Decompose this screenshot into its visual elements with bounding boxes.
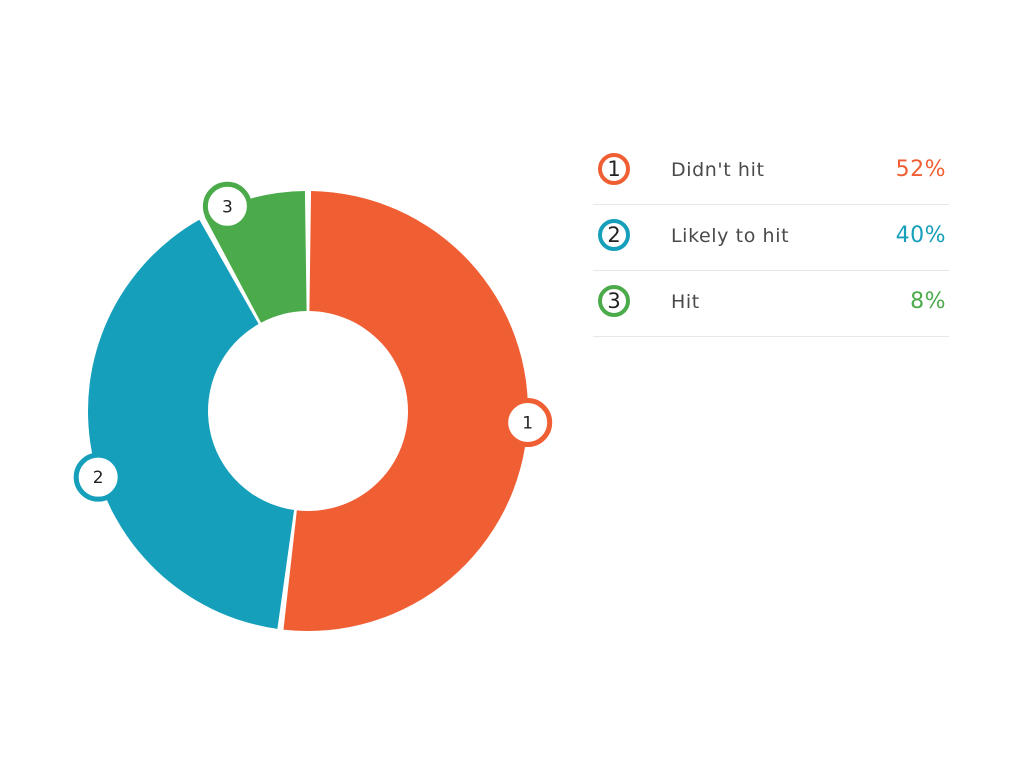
legend-value-likely-to-hit: 40%: [895, 223, 946, 248]
slice-marker-1: 1: [503, 398, 553, 448]
donut-chart: 1 2 3: [73, 181, 553, 632]
legend-label-likely-to-hit: Likely to hit: [671, 225, 790, 247]
slice-didnt-hit: [283, 191, 528, 632]
slice-marker-label-2: 2: [93, 468, 104, 488]
legend-item-hit: 3 Hit 8%: [593, 271, 949, 337]
legend-marker-1: 1: [598, 153, 630, 185]
legend-item-didnt-hit: 1 Didn't hit 52%: [593, 139, 949, 205]
legend-marker-2: 2: [598, 219, 630, 251]
slice-marker-label-1: 1: [522, 414, 533, 434]
legend-marker-3: 3: [598, 285, 630, 317]
legend-value-didnt-hit: 52%: [895, 157, 946, 182]
legend-item-likely-to-hit: 2 Likely to hit 40%: [593, 205, 949, 271]
legend-label-didnt-hit: Didn't hit: [671, 159, 765, 181]
legend-value-hit: 8%: [910, 289, 946, 314]
slice-marker-label-3: 3: [222, 197, 233, 217]
legend: 1 Didn't hit 52% 2 Likely to hit 40% 3 H…: [593, 139, 949, 337]
slice-marker-3: 3: [202, 181, 252, 231]
slice-likely-to-hit: [88, 219, 295, 629]
legend-label-hit: Hit: [671, 291, 700, 313]
slice-marker-2: 2: [73, 452, 123, 502]
